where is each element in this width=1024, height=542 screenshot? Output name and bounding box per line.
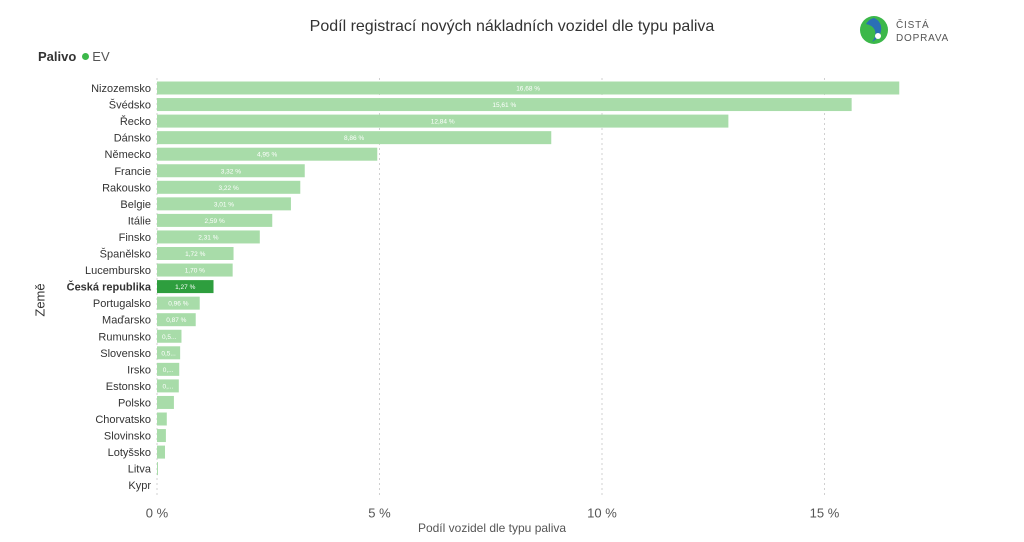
x-axis-label: Podíl vozidel dle typu paliva [417, 521, 567, 535]
bar [157, 114, 729, 128]
bar-data-label: 4,95 % [257, 152, 277, 159]
bar [157, 247, 234, 260]
cista-doprava-logo: ČISTÁ DOPRAVA [858, 14, 968, 48]
bar-data-label: 0,5... [161, 350, 176, 357]
bar-data-label: 3,32 % [221, 168, 241, 175]
bar [157, 429, 166, 443]
bar-highlight [157, 280, 214, 294]
y-category-label: Francie [114, 166, 151, 178]
y-category-label: Řecko [120, 115, 151, 128]
y-category-label: Lotyšsko [108, 447, 151, 459]
legend: Palivo EV [38, 49, 110, 64]
x-tick-label: 15 % [810, 506, 840, 521]
y-category-label: Litva [128, 464, 152, 476]
bar [157, 230, 260, 244]
chart-title: Podíl registrací nových nákladních vozid… [309, 18, 715, 35]
bar [157, 462, 158, 476]
bar [157, 412, 167, 426]
y-category-label: Chorvatsko [95, 414, 151, 426]
bar-data-label: 2,31 % [198, 234, 218, 241]
bar [157, 362, 180, 376]
bar-data-label: 0,96 % [168, 301, 188, 308]
y-category-label: Kypr [128, 480, 151, 492]
logo-text-line1: ČISTÁ [896, 20, 930, 31]
bar-data-label: 3,01 % [214, 201, 234, 208]
x-tick-label: 5 % [368, 506, 391, 521]
bar [157, 346, 181, 360]
bar-data-label: 0,87 % [166, 317, 186, 324]
bar-data-label: 15,61 % [492, 102, 516, 109]
bar-data-label: 16,68 % [516, 86, 540, 93]
y-category-label: Maďarsko [102, 315, 151, 327]
bar [157, 81, 900, 95]
legend-label-ev[interactable]: EV [92, 49, 110, 64]
y-category-label: Česká republika [67, 281, 152, 294]
y-category-label: Irsko [127, 364, 151, 376]
bar-data-label: 8,86 % [344, 135, 364, 142]
leaf-logo-icon [860, 16, 888, 44]
bar [157, 98, 852, 112]
bar-data-label: 0,... [163, 367, 174, 374]
y-category-label: Estonsko [106, 381, 151, 393]
bar [157, 164, 305, 178]
y-category-label: Belgie [120, 199, 151, 211]
x-tick-label: 10 % [587, 506, 617, 521]
bar [157, 395, 174, 409]
y-category-label: Rakousko [102, 182, 151, 194]
y-category-label: Itálie [128, 215, 151, 227]
y-category-label: Lucembursko [85, 265, 151, 277]
y-category-label: Německo [105, 149, 151, 161]
bar [157, 197, 291, 211]
y-category-label: Portugalsko [93, 298, 151, 310]
y-category-label: Rumunsko [98, 331, 151, 343]
y-category-label: Slovinsko [104, 431, 151, 443]
bar-data-label: 0,5... [162, 334, 177, 341]
y-category-label: Nizozemsko [91, 83, 151, 95]
bar [157, 180, 301, 194]
bar [157, 379, 179, 393]
bar [157, 263, 233, 277]
bar [157, 296, 200, 310]
y-category-label: Dánsko [114, 133, 151, 145]
bar [157, 445, 166, 459]
bar [157, 131, 552, 145]
bar-data-label: 12,84 % [431, 119, 455, 126]
legend-swatch-ev[interactable] [82, 53, 90, 60]
legend-title: Palivo [38, 49, 77, 64]
bar [157, 313, 196, 327]
bar [157, 329, 182, 343]
y-category-label: Finsko [119, 232, 151, 244]
y-category-label: Španělsko [100, 248, 151, 261]
bar-data-label: 1,27 % [175, 284, 195, 291]
bar-data-label: 3,22 % [219, 185, 239, 192]
bar-data-label: 1,70 % [185, 268, 205, 275]
y-category-label: Švédsko [109, 99, 151, 112]
logo-text-line2: DOPRAVA [896, 33, 950, 44]
y-category-label: Slovensko [100, 348, 151, 360]
bar-data-label: 1,72 % [185, 251, 205, 258]
bar [157, 213, 273, 227]
x-tick-label: 0 % [146, 506, 169, 521]
y-category-label: Polsko [118, 397, 151, 409]
bar-data-label: 0,... [162, 383, 173, 390]
bar-data-label: 2,59 % [205, 218, 225, 225]
bar [157, 147, 378, 161]
